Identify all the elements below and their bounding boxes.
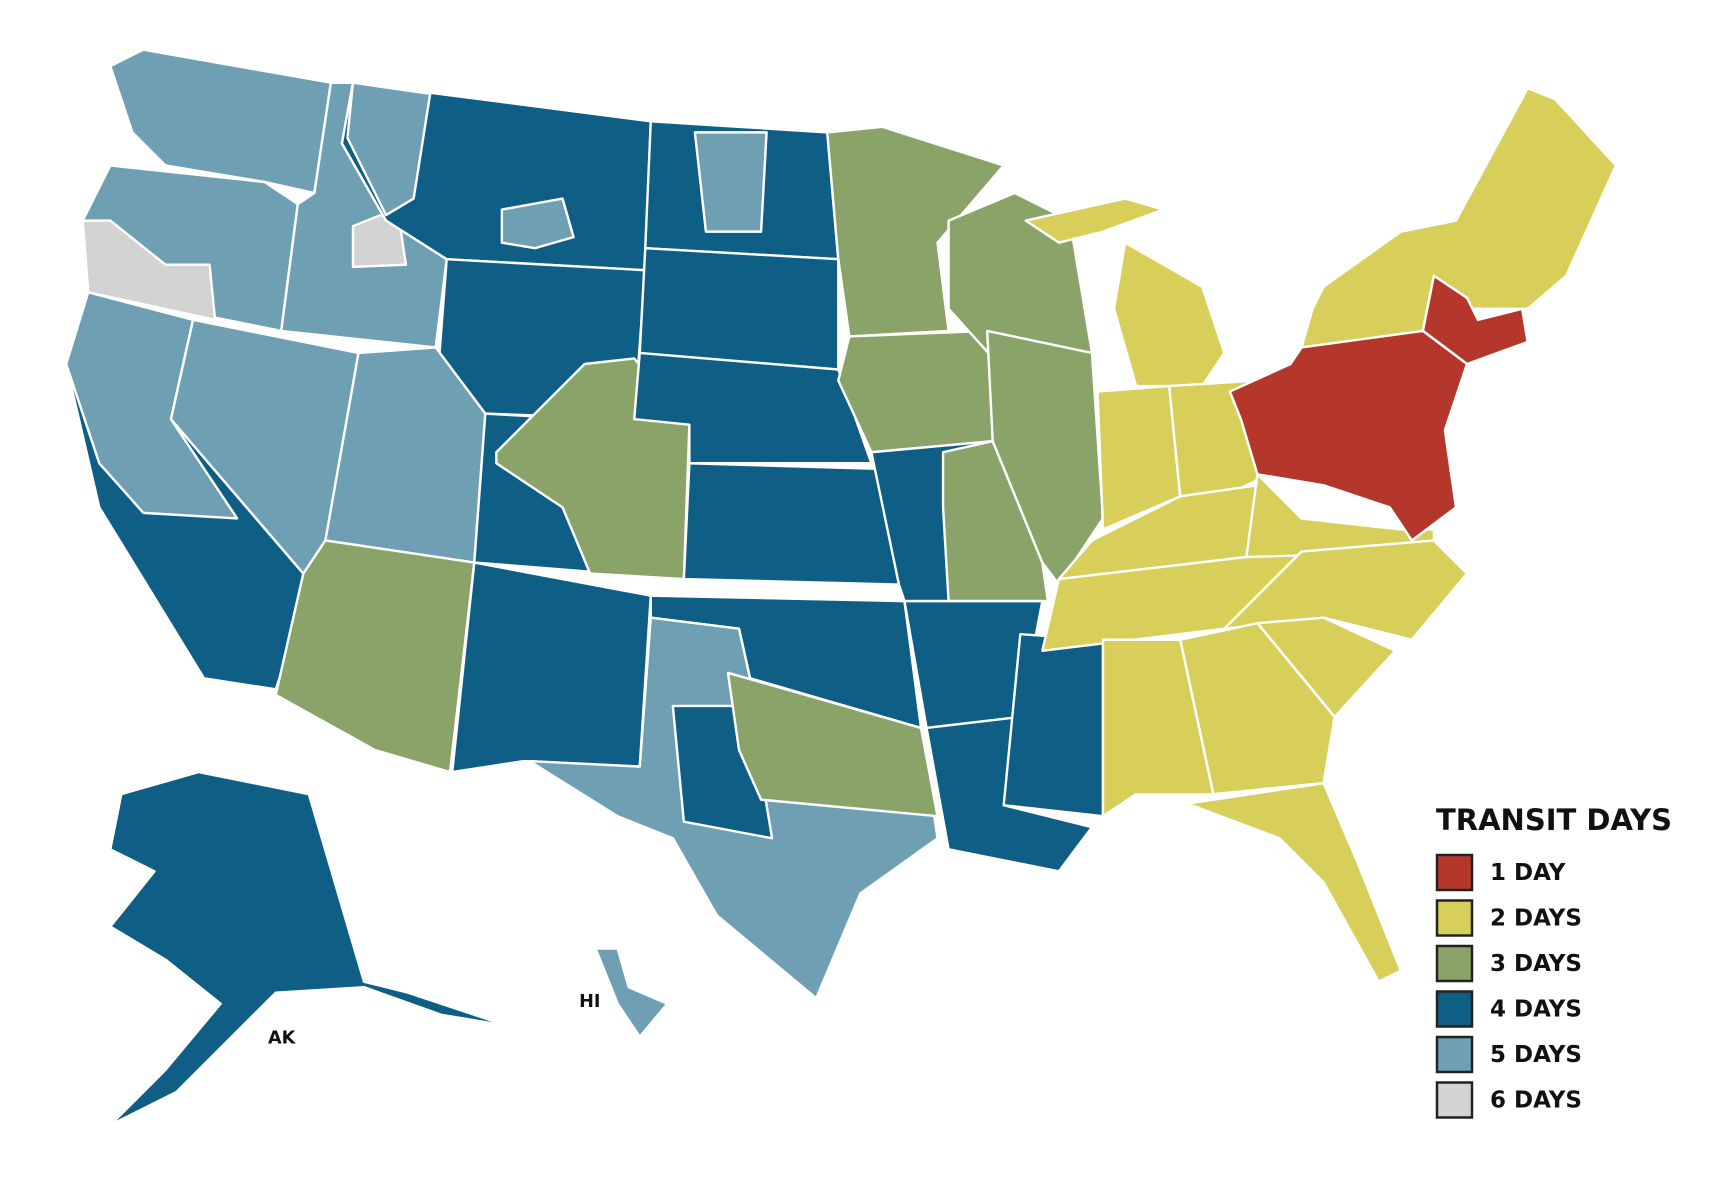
idaho-6-day-zone: [351, 213, 408, 269]
arizona: [274, 539, 476, 774]
north-dakota-patch: [693, 131, 768, 233]
legend-swatch: [1435, 944, 1474, 983]
northeast-1-day-zone: [1421, 274, 1529, 366]
michigan: [1112, 241, 1226, 388]
legend-label: 5 DAYS: [1490, 1042, 1582, 1068]
legend-swatch: [1435, 1081, 1474, 1119]
minnesota: [826, 125, 1005, 338]
legend-title: TRANSIT DAYS: [1436, 803, 1672, 837]
legend-label: 1 DAY: [1490, 860, 1566, 886]
legend-swatch: [1435, 899, 1474, 937]
mid-atlantic-1-day-zone: [1228, 329, 1469, 542]
alaska: [109, 770, 509, 1127]
map-regions: AK HI: [64, 48, 1618, 1127]
texas-3-day-zone: [726, 671, 939, 818]
alabama: [1101, 638, 1215, 818]
hawaii-label: HI: [579, 992, 600, 1012]
montana-patch: [500, 197, 575, 250]
montana-west: [346, 81, 432, 217]
legend-swatch: [1435, 1035, 1474, 1074]
legend: TRANSIT DAYS 1 DAY 2 DAYS 3 DAYS 4 DAYS 5 DA…: [1435, 803, 1672, 1119]
legend-label: 3 DAYS: [1490, 951, 1582, 977]
florida: [1101, 781, 1403, 983]
michigan-upper: [1024, 197, 1165, 244]
kansas: [682, 462, 901, 586]
legend-label: 4 DAYS: [1490, 997, 1582, 1023]
new-mexico: [451, 561, 652, 774]
legend-swatch: [1435, 853, 1474, 892]
legend-swatch: [1435, 990, 1474, 1028]
hawaii: [594, 947, 669, 1039]
legend-label: 6 DAYS: [1490, 1088, 1582, 1114]
alaska-label: AK: [268, 1028, 297, 1048]
virginia: [1245, 473, 1436, 559]
mississippi: [1002, 633, 1105, 818]
legend-label: 2 DAYS: [1490, 906, 1582, 932]
